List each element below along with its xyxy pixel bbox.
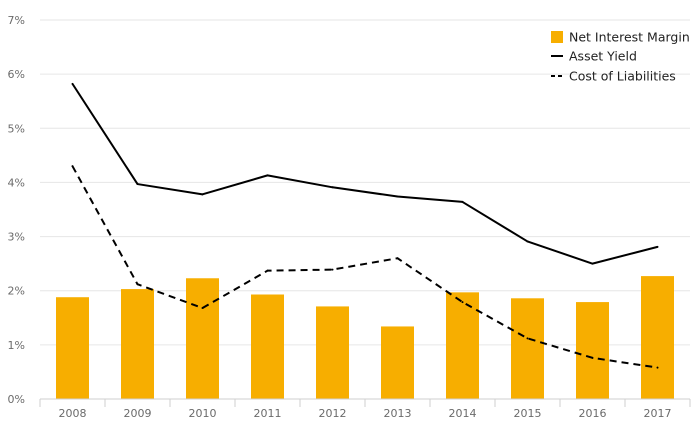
point-cost-of-liabilities-2011 bbox=[266, 269, 269, 272]
line-series bbox=[71, 82, 659, 369]
y-tick-label: 1% bbox=[8, 339, 25, 352]
point-asset-yield-2017 bbox=[656, 245, 659, 248]
y-tick-label: 4% bbox=[8, 176, 25, 189]
point-asset-yield-2012 bbox=[331, 186, 334, 189]
point-cost-of-liabilities-2017 bbox=[656, 366, 659, 369]
point-asset-yield-2013 bbox=[396, 195, 399, 198]
y-tick-label: 2% bbox=[8, 285, 25, 298]
x-tick-label: 2012 bbox=[319, 407, 347, 420]
y-axis-ticks: 0% 1% 2% 3% 4% 5% 6% 7% bbox=[8, 14, 25, 406]
point-cost-of-liabilities-2010 bbox=[201, 307, 204, 310]
bar-2009 bbox=[121, 289, 154, 399]
bar-2011 bbox=[251, 294, 284, 399]
x-tick-label: 2013 bbox=[384, 407, 412, 420]
line-cost-of-liabilities bbox=[71, 165, 658, 369]
legend-label-cost-of-liabilities: Cost of Liabilities bbox=[569, 69, 676, 84]
x-axis: 2008 2009 2010 2011 2012 2013 2014 2015 2016 2017 bbox=[39, 398, 691, 420]
x-tick-label: 2016 bbox=[579, 407, 607, 420]
legend: Net Interest Margin Asset Yield Cost of Li… bbox=[551, 30, 690, 84]
point-cost-of-liabilities-2009 bbox=[136, 283, 139, 286]
x-tick-label: 2014 bbox=[449, 407, 477, 420]
bar-2014 bbox=[446, 292, 479, 399]
point-cost-of-liabilities-2012 bbox=[331, 268, 334, 271]
x-tick-label: 2010 bbox=[189, 407, 217, 420]
line-asset-yield bbox=[71, 83, 658, 265]
point-asset-yield-2010 bbox=[201, 193, 204, 196]
bar-2015 bbox=[511, 298, 544, 399]
x-tick-label: 2015 bbox=[514, 407, 542, 420]
y-tick-label: 3% bbox=[8, 231, 25, 244]
point-cost-of-liabilities-2014 bbox=[461, 301, 464, 304]
legend-label-asset-yield: Asset Yield bbox=[569, 49, 637, 64]
bar-2016 bbox=[576, 302, 609, 399]
x-tick-label: 2009 bbox=[124, 407, 152, 420]
point-cost-of-liabilities-2015 bbox=[526, 337, 529, 340]
point-asset-yield-2014 bbox=[461, 200, 464, 203]
point-cost-of-liabilities-2008 bbox=[71, 165, 74, 168]
x-tick-label: 2017 bbox=[644, 407, 672, 420]
x-tick-label: 2011 bbox=[254, 407, 282, 420]
legend-label-net-interest-margin: Net Interest Margin bbox=[569, 30, 690, 45]
point-asset-yield-2016 bbox=[591, 262, 594, 265]
y-tick-label: 5% bbox=[8, 122, 25, 135]
y-tick-label: 0% bbox=[8, 393, 25, 406]
bar-2017 bbox=[641, 276, 674, 399]
point-asset-yield-2015 bbox=[526, 240, 529, 243]
point-asset-yield-2011 bbox=[266, 174, 269, 177]
point-asset-yield-2009 bbox=[136, 183, 139, 186]
bar-2010 bbox=[186, 278, 219, 399]
point-asset-yield-2008 bbox=[71, 82, 74, 85]
y-tick-label: 7% bbox=[8, 14, 25, 27]
point-cost-of-liabilities-2016 bbox=[591, 356, 594, 359]
point-cost-of-liabilities-2013 bbox=[396, 257, 399, 260]
legend-swatch-net-interest-margin bbox=[551, 31, 563, 43]
bars-net-interest-margin bbox=[56, 276, 674, 399]
bar-2008 bbox=[56, 297, 89, 399]
y-tick-label: 6% bbox=[8, 68, 25, 81]
bar-2013 bbox=[381, 326, 414, 399]
x-tick-label: 2008 bbox=[59, 407, 87, 420]
bar-2012 bbox=[316, 306, 349, 399]
